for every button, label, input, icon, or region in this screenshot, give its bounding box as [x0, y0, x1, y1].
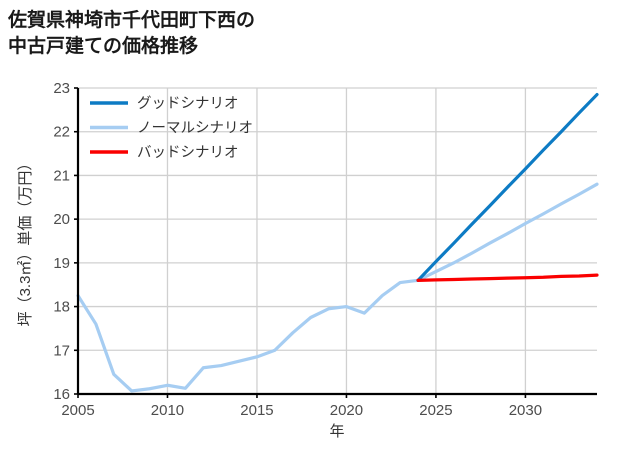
x-tick-label: 2015 — [240, 402, 273, 419]
x-axis-title: 年 — [329, 423, 344, 440]
series-line-グッドシナリオ — [416, 92, 599, 282]
legend-label-2[interactable]: バッドシナリオ — [137, 145, 239, 161]
horizontal-gridlines — [78, 87, 597, 395]
x-tick-label: 2030 — [509, 402, 542, 419]
y-tick-label: 22 — [53, 124, 70, 141]
y-tick-label: 19 — [53, 255, 70, 272]
x-tick-labels: 2005 2010 2015 2020 2025 2030 — [61, 402, 542, 419]
y-tick-label: 16 — [53, 386, 70, 403]
legend-label-0[interactable]: グッドシナリオ — [137, 95, 239, 112]
y-axis-title: 坪（3.3㎡）単価（万円） — [17, 156, 34, 327]
series-line-ノーマルシナリオ — [76, 182, 599, 393]
x-tick-label: 2020 — [330, 402, 363, 419]
data-series-layer — [76, 92, 599, 393]
y-tick-label: 20 — [53, 211, 70, 228]
legend-label-1[interactable]: ノーマルシナリオ — [137, 120, 253, 136]
y-tick-labels: 16 17 18 19 20 21 22 23 — [53, 80, 70, 403]
series-line-バッドシナリオ — [416, 273, 599, 282]
y-tick-label: 23 — [53, 80, 70, 97]
y-tick-label: 18 — [53, 299, 70, 316]
y-tick-label: 17 — [53, 342, 70, 359]
chart-title: 佐賀県神埼市千代田町下西の 中古戸建ての価格推移 — [8, 10, 256, 57]
plot-area-background — [78, 88, 597, 394]
x-tick-label: 2010 — [151, 402, 184, 419]
x-tick-label: 2025 — [419, 402, 452, 419]
x-tick-marks — [77, 394, 527, 398]
x-tick-label: 2005 — [61, 402, 94, 419]
y-tick-label: 21 — [53, 167, 70, 184]
